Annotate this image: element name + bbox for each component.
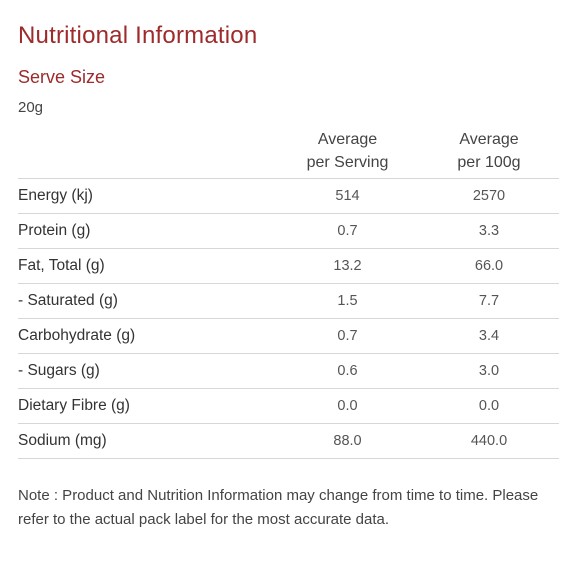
table-row: Sodium (mg) 88.0 440.0 (18, 423, 559, 459)
nutrition-table: Average per Serving Average per 100g Ene… (18, 124, 559, 459)
per-100g-value: 2570 (419, 178, 559, 214)
per-100g-column-header: Average per 100g (419, 124, 559, 179)
per-100g-value: 440.0 (419, 423, 559, 459)
table-row: Fat, Total (g) 13.2 66.0 (18, 248, 559, 284)
table-row: Dietary Fibre (g) 0.0 0.0 (18, 388, 559, 424)
nutrient-label: Protein (g) (18, 213, 276, 249)
per-serving-value: 514 (276, 178, 419, 214)
per-serving-header-line2: per Serving (306, 154, 389, 171)
nutrient-label: Sodium (mg) (18, 423, 276, 459)
nutrient-label: - Sugars (g) (18, 353, 276, 389)
per-serving-column-header: Average per Serving (276, 124, 419, 179)
nutrient-label: Carbohydrate (g) (18, 318, 276, 354)
per-serving-value: 0.7 (276, 213, 419, 249)
serve-size-heading: Serve Size (18, 67, 106, 87)
per-serving-value: 1.5 (276, 283, 419, 319)
nutrient-label: Dietary Fibre (g) (18, 388, 276, 424)
per-serving-value: 88.0 (276, 423, 419, 459)
per-100g-value: 7.7 (419, 283, 559, 319)
header-row: Average per Serving Average per 100g (18, 124, 559, 179)
per-100g-value: 0.0 (419, 388, 559, 424)
nutrient-label: Energy (kj) (18, 178, 276, 214)
per-100g-value: 66.0 (419, 248, 559, 284)
nutrition-table-body: Energy (kj) 514 2570 Protein (g) 0.7 3.3… (18, 178, 559, 459)
nutrient-label: Fat, Total (g) (18, 248, 276, 284)
table-row: - Sugars (g) 0.6 3.0 (18, 353, 559, 389)
page-title: Nutritional Information (18, 22, 258, 50)
table-row: Protein (g) 0.7 3.3 (18, 213, 559, 249)
table-row: - Saturated (g) 1.5 7.7 (18, 283, 559, 319)
per-100g-value: 3.0 (419, 353, 559, 389)
disclaimer-note: Note : Product and Nutrition Information… (18, 487, 539, 528)
per-serving-value: 0.6 (276, 353, 419, 389)
per-100g-header-line1: Average (459, 131, 519, 148)
per-serving-header-line1: Average (317, 131, 378, 148)
per-100g-value: 3.3 (419, 213, 559, 249)
table-row: Carbohydrate (g) 0.7 3.4 (18, 318, 559, 354)
nutrition-table-header: Average per Serving Average per 100g (18, 124, 559, 179)
nutrient-label: - Saturated (g) (18, 283, 276, 319)
serve-size-value: 20g (18, 99, 44, 116)
per-100g-value: 3.4 (419, 318, 559, 354)
per-serving-value: 13.2 (276, 248, 419, 284)
nutrient-column-header (18, 124, 276, 179)
per-100g-header-line2: per 100g (457, 154, 521, 171)
per-serving-value: 0.0 (276, 388, 419, 424)
per-serving-value: 0.7 (276, 318, 419, 354)
table-row: Energy (kj) 514 2570 (18, 178, 559, 214)
